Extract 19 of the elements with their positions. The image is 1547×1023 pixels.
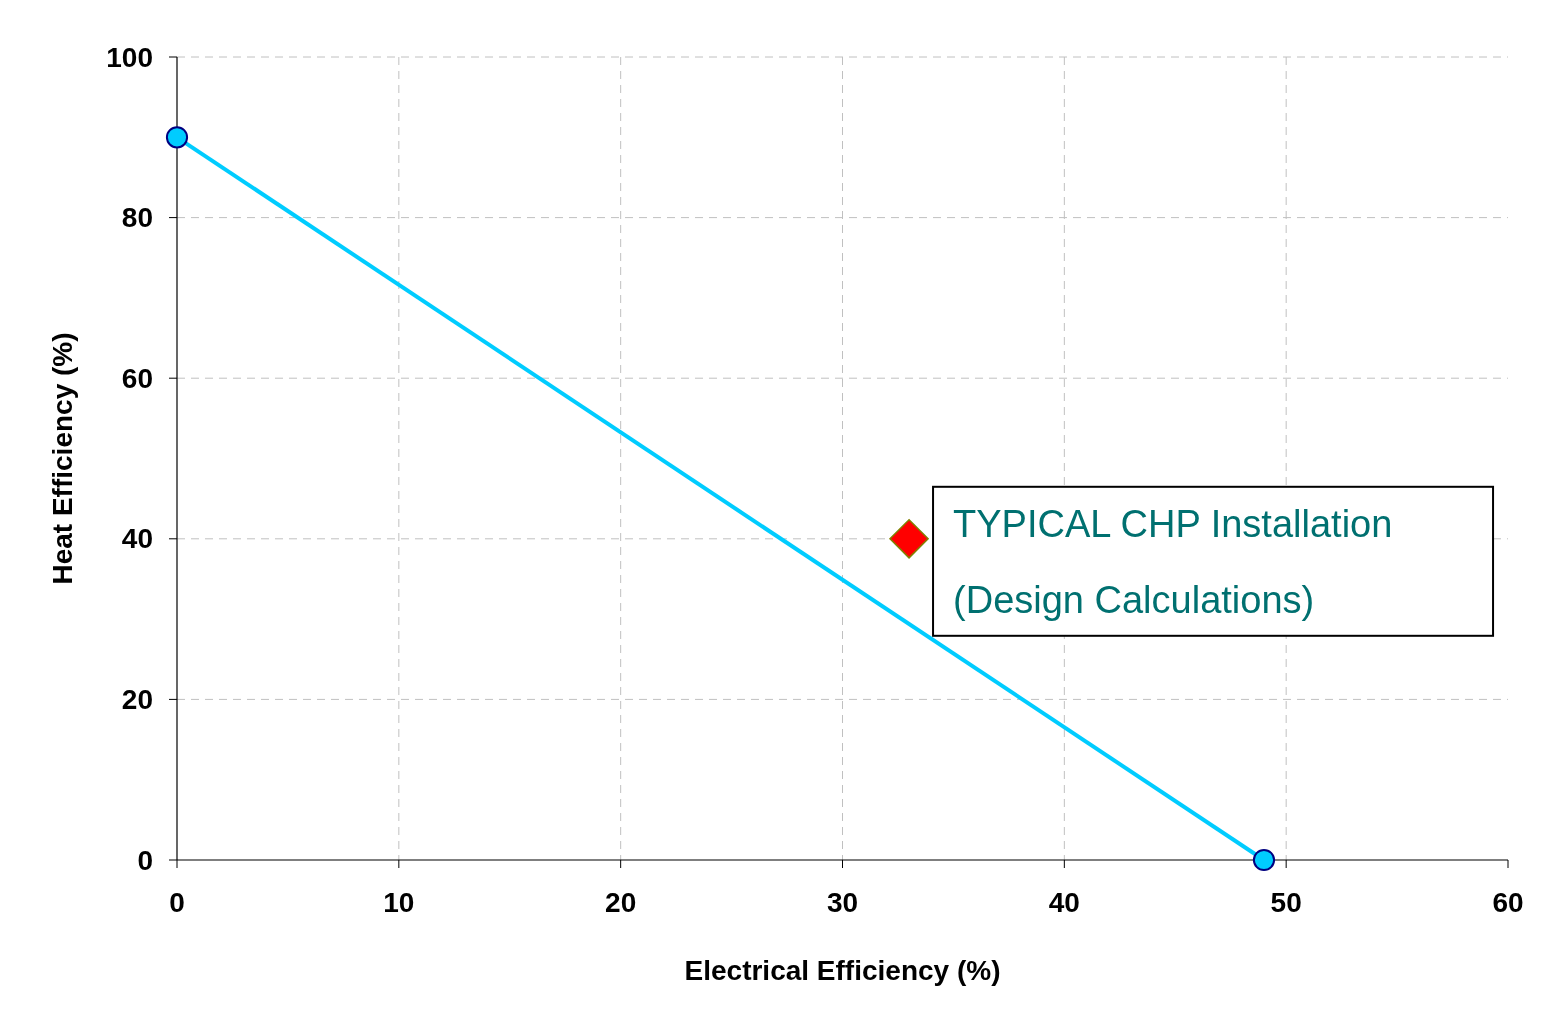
point — [165, 126, 189, 149]
x-tick-label: 60 — [1492, 887, 1524, 918]
y-tick-label: 40 — [121, 523, 153, 555]
y-tick-label: 100 — [106, 41, 153, 73]
y-tick-label: 60 — [121, 362, 153, 394]
annotation: TYPICAL CHP Installation (Design Calculations) — [953, 502, 1393, 621]
x-tick-label: 20 — [605, 887, 637, 918]
point — [889, 519, 929, 559]
y-tick-label: 80 — [121, 202, 153, 234]
y-tick-label: 20 — [121, 683, 153, 715]
x-tick-label: 40 — [1048, 887, 1080, 918]
y-axis-title: Heat Efficiency (%) — [47, 332, 78, 585]
x-tick-label: 50 — [1270, 887, 1302, 918]
x-axis-title: Electrical Efficiency (%) — [684, 955, 1001, 986]
x-tick-label: 30 — [826, 887, 859, 918]
x-tick-label: 0 — [169, 887, 185, 918]
x-tick-label: 10 — [383, 887, 415, 918]
y-tick-label: 0 — [137, 844, 153, 876]
point — [1252, 848, 1276, 872]
